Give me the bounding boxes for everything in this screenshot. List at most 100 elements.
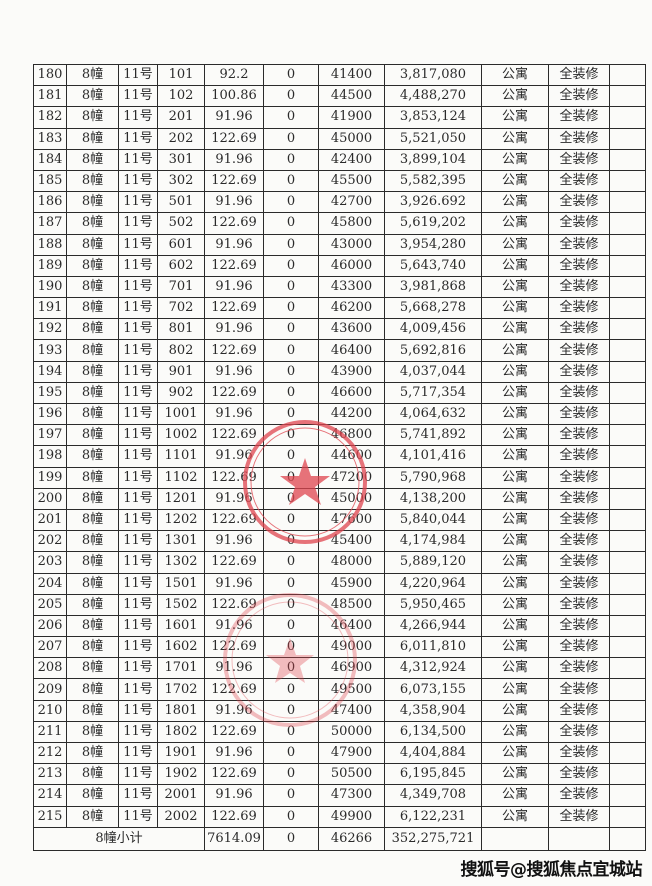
cell-property-type: 公寓 (481, 424, 549, 447)
cell-room: 1102 (157, 466, 205, 489)
cell-area: 91.96 (204, 614, 264, 638)
cell-unit-price: 44200 (318, 402, 385, 426)
cell-room: 1201 (157, 487, 205, 510)
cell-remark (609, 699, 646, 722)
cell-total-price: 6,122,231 (384, 805, 482, 828)
cell-row-number: 189 (33, 254, 67, 277)
cell-area: 91.96 (204, 233, 264, 256)
cell-total-price: 5,521,050 (384, 127, 482, 150)
cell-area: 122.69 (204, 212, 264, 235)
cell-unit-price: 43900 (318, 360, 385, 383)
cell-area: 122.69 (204, 466, 264, 489)
cell-remark (609, 678, 646, 701)
cell-decoration: 全装修 (548, 445, 610, 468)
cell-remark (609, 233, 646, 256)
cell-building: 8幢 (66, 63, 119, 87)
cell-unit: 11号 (118, 212, 158, 235)
table-row: 182 8幢 11号 201 91.96 0 41900 3,853,124 公寓 全装修 (33, 106, 646, 129)
cell-total-price: 4,064,632 (384, 402, 482, 426)
cell-property-type: 公寓 (481, 657, 549, 680)
cell-unit: 11号 (118, 508, 158, 532)
cell-decoration: 全装修 (548, 339, 610, 362)
cell-unit: 11号 (118, 678, 158, 701)
cell-building: 8幢 (66, 360, 119, 383)
cell-row-number: 203 (33, 551, 67, 574)
cell-row-number: 182 (33, 106, 67, 129)
cell-col5: 0 (263, 318, 319, 341)
table-row: 210 8幢 11号 1801 91.96 0 47400 4,358,904 公寓 全装修 (33, 699, 646, 722)
cell-total-price: 5,741,892 (384, 424, 482, 447)
cell-property-type: 公寓 (481, 699, 549, 722)
cell-unit: 11号 (118, 805, 158, 828)
cell-property-type: 公寓 (481, 148, 549, 171)
table-row: 202 8幢 11号 1301 91.96 0 45400 4,174,984 公寓 全装修 (33, 530, 646, 553)
cell-row-number: 190 (33, 275, 67, 299)
cell-unit: 11号 (118, 741, 158, 765)
cell-unit-price: 47300 (318, 784, 385, 807)
cell-decoration: 全装修 (548, 424, 610, 447)
cell-building: 8幢 (66, 275, 119, 299)
cell-property-type: 公寓 (481, 763, 549, 786)
cell-building: 8幢 (66, 466, 119, 489)
cell-property-type: 公寓 (481, 508, 549, 532)
cell-room: 1901 (157, 741, 205, 765)
cell-remark (609, 636, 646, 659)
cell-area: 91.96 (204, 530, 264, 553)
cell-building: 8幢 (66, 339, 119, 362)
cell-decoration: 全装修 (548, 402, 610, 426)
cell-building: 8幢 (66, 636, 119, 659)
cell-row-number: 208 (33, 657, 67, 680)
cell-col5: 0 (263, 763, 319, 786)
cell-unit: 11号 (118, 551, 158, 574)
cell-area: 122.69 (204, 127, 264, 150)
cell-property-type: 公寓 (481, 63, 549, 87)
cell-area: 122.69 (204, 424, 264, 447)
cell-building: 8幢 (66, 614, 119, 638)
cell-room: 1001 (157, 402, 205, 426)
cell-col5: 0 (263, 508, 319, 532)
cell-unit-price: 45500 (318, 169, 385, 193)
cell-total-price: 5,582,395 (384, 169, 482, 193)
cell-remark (609, 741, 646, 765)
cell-room: 1702 (157, 678, 205, 701)
cell-row-number: 187 (33, 212, 67, 235)
cell-property-type: 公寓 (481, 381, 549, 405)
table-row: 197 8幢 11号 1002 122.69 0 46800 5,741,892 公寓 全装修 (33, 424, 646, 447)
cell-decoration: 全装修 (548, 254, 610, 277)
cell-unit-price: 45000 (318, 487, 385, 510)
cell-total-price: 4,174,984 (384, 530, 482, 553)
cell-total-price: 5,692,816 (384, 339, 482, 362)
cell-unit: 11号 (118, 233, 158, 256)
cell-building: 8幢 (66, 85, 119, 108)
cell-total-price: 3,981,868 (384, 275, 482, 299)
cell-decoration: 全装修 (548, 85, 610, 108)
cell-total-price: 3,853,124 (384, 106, 482, 129)
cell-room: 1902 (157, 763, 205, 786)
cell-row-number: 206 (33, 614, 67, 638)
cell-unit-price: 41400 (318, 63, 385, 87)
cell-room: 602 (157, 254, 205, 277)
cell-property-type: 公寓 (481, 572, 549, 595)
cell-col5: 0 (263, 106, 319, 129)
cell-area: 91.96 (204, 360, 264, 383)
cell-area: 122.69 (204, 508, 264, 532)
cell-total-price: 6,011,810 (384, 636, 482, 659)
cell-decoration: 全装修 (548, 360, 610, 383)
cell-total-price: 4,037,044 (384, 360, 482, 383)
cell-col5: 0 (263, 127, 319, 150)
cell-total-price: 4,404,884 (384, 741, 482, 765)
cell-unit: 11号 (118, 720, 158, 744)
subtotal-row: 8幢小计 7614.09 0 46266 352,275,721 (33, 826, 646, 851)
cell-decoration: 全装修 (548, 530, 610, 553)
cell-remark (609, 572, 646, 595)
cell-property-type: 公寓 (481, 402, 549, 426)
cell-unit-price: 43000 (318, 233, 385, 256)
cell-property-type: 公寓 (481, 233, 549, 256)
cell-building: 8幢 (66, 551, 119, 574)
cell-area: 91.96 (204, 445, 264, 468)
cell-row-number: 202 (33, 530, 67, 553)
cell-room: 1002 (157, 424, 205, 447)
cell-row-number: 210 (33, 699, 67, 722)
subtotal-total: 352,275,721 (384, 826, 482, 851)
cell-total-price: 5,717,354 (384, 381, 482, 405)
